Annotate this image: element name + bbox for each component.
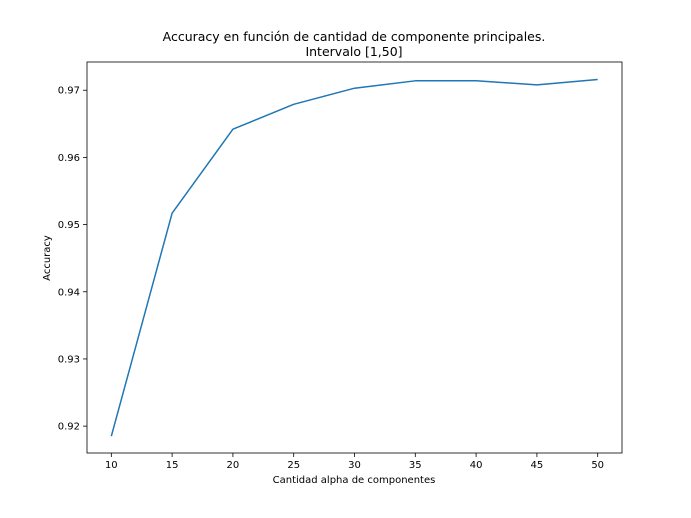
- y-tick-label: 0.96: [58, 153, 80, 164]
- y-axis-ticks: 0.92 0.93 0.94 0.95 0.96 0.97: [58, 86, 87, 433]
- x-tick-label: 45: [531, 460, 544, 471]
- x-tick-label: 10: [105, 460, 118, 471]
- chart-title-line-2: Intervalo [1,50]: [305, 44, 402, 59]
- y-tick-label: 0.97: [58, 86, 80, 97]
- x-tick-label: 40: [470, 460, 483, 471]
- x-axis-label: Cantidad alpha de componentes: [273, 475, 436, 486]
- series-line: [110, 78, 598, 437]
- series-layer: [110, 78, 598, 437]
- y-tick-label: 0.94: [58, 287, 80, 298]
- plot-area-frame: [86, 61, 623, 454]
- y-axis-label: Accuracy: [42, 235, 53, 281]
- y-tick-label: 0.95: [58, 220, 80, 231]
- x-axis-ticks: 10 15 20 25 30 35 40 45 50: [105, 453, 604, 471]
- x-tick-label: 30: [348, 460, 361, 471]
- x-tick-label: 50: [591, 460, 604, 471]
- x-tick-label: 25: [287, 460, 300, 471]
- x-tick-label: 20: [227, 460, 240, 471]
- y-tick-label: 0.93: [58, 354, 80, 365]
- y-tick-label: 0.92: [58, 422, 80, 433]
- x-tick-label: 35: [409, 460, 422, 471]
- x-tick-label: 15: [166, 460, 179, 471]
- chart-title-line-1: Accuracy en función de cantidad de compo…: [163, 29, 546, 44]
